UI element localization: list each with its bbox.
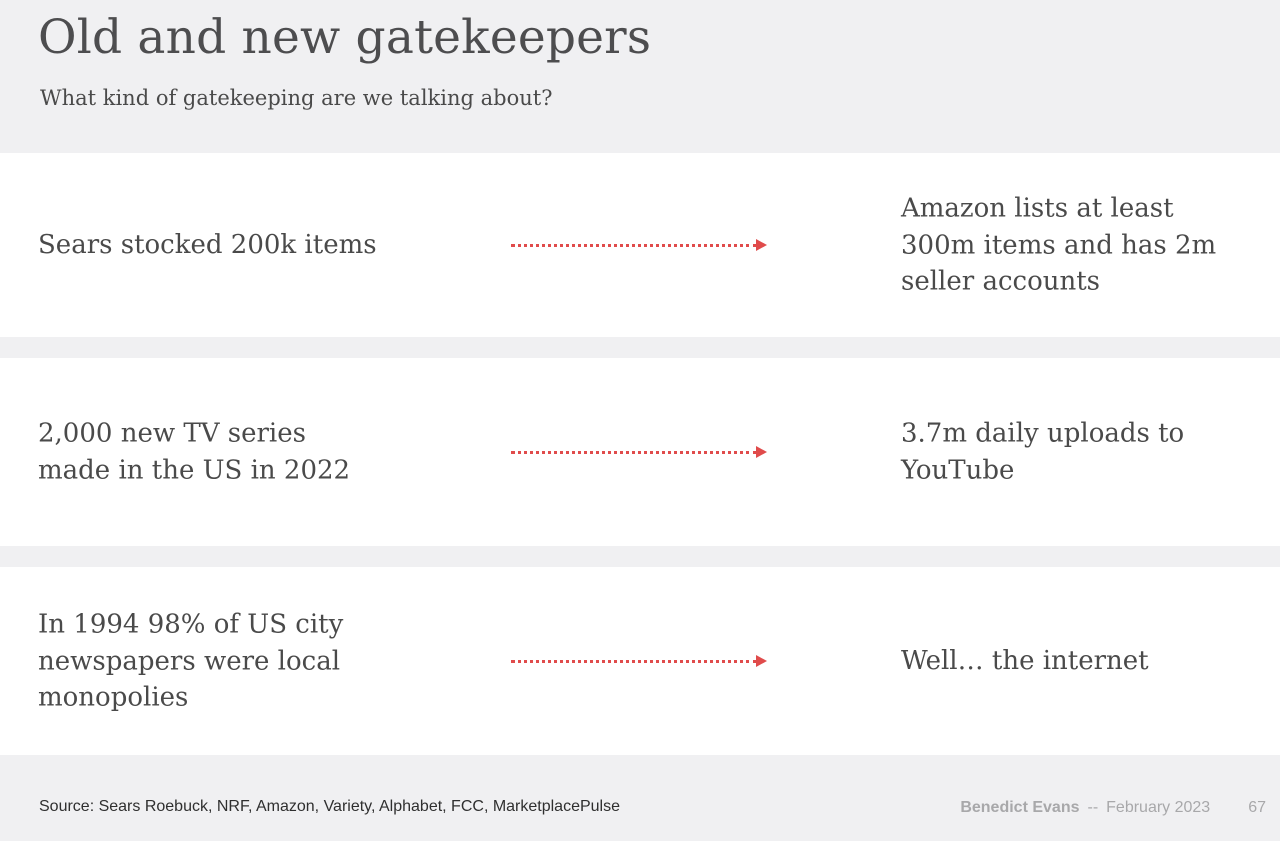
footer-separator: -- xyxy=(1087,799,1099,816)
new-gatekeeper-text: Well… the internet xyxy=(901,645,1149,676)
old-gatekeeper-text: 2,000 new TV series made in the US in 20… xyxy=(38,418,351,486)
comparison-row: Sears stocked 200k items Amazon lists at… xyxy=(0,153,1280,337)
comparison-row: In 1994 98% of US city newspapers were l… xyxy=(0,567,1280,755)
footer-credit: Benedict Evans -- February 2023 67 xyxy=(960,797,1266,819)
author-name: Benedict Evans xyxy=(960,799,1080,816)
new-gatekeeper-text: Amazon lists at least 300m items and has… xyxy=(901,193,1217,297)
old-gatekeeper-text: Sears stocked 200k items xyxy=(38,229,377,260)
source-note: Source: Sears Roebuck, NRF, Amazon, Vari… xyxy=(39,798,620,815)
old-gatekeeper-text: In 1994 98% of US city newspapers were l… xyxy=(38,609,344,713)
comparison-row: 2,000 new TV series made in the US in 20… xyxy=(0,358,1280,546)
dotted-arrow-icon xyxy=(511,239,767,251)
new-gatekeeper-text: 3.7m daily uploads to YouTube xyxy=(901,418,1185,486)
slide-title: Old and new gatekeepers xyxy=(38,10,652,65)
page-number: 67 xyxy=(1248,799,1266,816)
footer-date: February 2023 xyxy=(1106,799,1211,816)
dotted-arrow-icon xyxy=(511,655,767,667)
slide-subtitle: What kind of gatekeeping are we talking … xyxy=(40,86,553,110)
dotted-arrow-icon xyxy=(511,446,767,458)
